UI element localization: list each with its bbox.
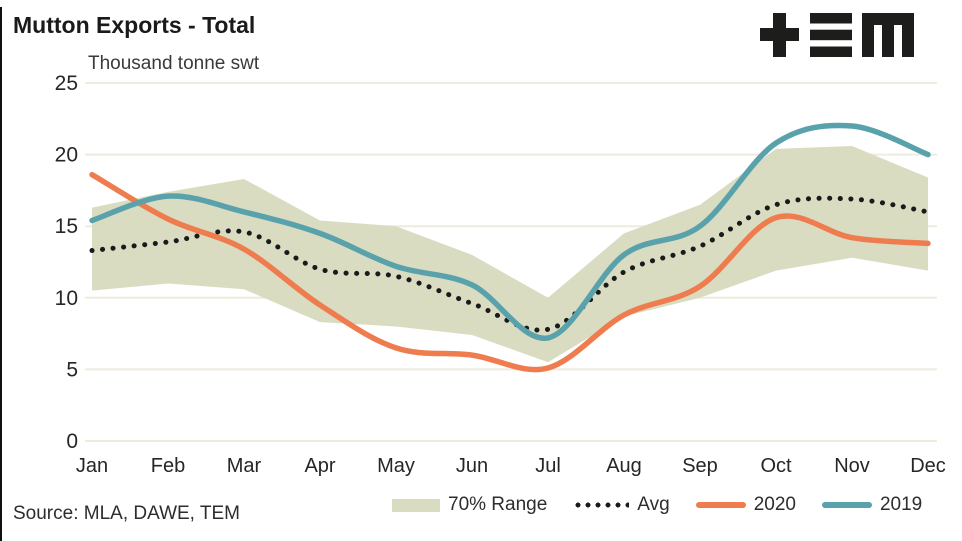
x-axis-tick-label: Apr <box>304 455 335 477</box>
tem-logo <box>760 13 914 57</box>
x-axis-tick-label: Jan <box>76 455 108 477</box>
y-axis-tick-label: 5 <box>66 358 78 381</box>
line-2020 <box>89 171 931 373</box>
x-axis-tick-label: Oct <box>760 455 792 477</box>
y-axis-tick-label: 20 <box>55 144 78 167</box>
page-title: Mutton Exports - Total <box>13 12 256 38</box>
x-axis-tick-label: Jun <box>456 455 488 477</box>
y-axis-tick-label: 0 <box>66 430 78 453</box>
legend-item-range: 70% Range <box>392 494 547 516</box>
tem-logo-glyphs <box>760 13 914 57</box>
x-axis-tick-label: Feb <box>151 455 185 477</box>
source-note: Source: MLA, DAWE, TEM <box>13 503 240 524</box>
window-edge <box>0 7 2 541</box>
legend-label-2020: 2020 <box>753 494 796 515</box>
legend-item-2019: 2019 <box>821 494 923 516</box>
y-axis-tick-label: 10 <box>55 287 78 310</box>
avg-dotted-line-icon <box>573 501 630 509</box>
x-axis-tick-label: Aug <box>606 455 642 477</box>
x-axis-tick-label: Jul <box>535 455 561 477</box>
chart-legend: 70% Range Avg 2020 2019 <box>392 494 922 516</box>
legend-label-2019: 2019 <box>879 494 923 515</box>
line-2019 <box>89 122 931 341</box>
y-axis-units-label: Thousand tonne swt <box>88 53 260 74</box>
legend-label-range: 70% Range <box>448 494 548 515</box>
legend-label-avg: Avg <box>637 494 670 515</box>
legend-item-avg: Avg <box>573 494 670 516</box>
range-swatch-icon <box>392 498 440 512</box>
x-axis-tick-label: Sep <box>682 455 718 477</box>
y-axis-tick-label: 25 <box>55 72 78 95</box>
x-axis-tick-label: Dec <box>910 455 946 477</box>
legend-item-2020: 2020 <box>695 494 796 516</box>
line-2020-swatch-icon <box>695 502 746 508</box>
x-axis-tick-label: Mar <box>227 455 262 477</box>
line-2019-swatch-icon <box>821 502 872 508</box>
range-band-area <box>92 146 928 363</box>
x-axis-tick-label: Nov <box>834 455 870 477</box>
y-axis-tick-label: 15 <box>55 215 78 238</box>
x-axis-tick-label: May <box>377 455 415 477</box>
